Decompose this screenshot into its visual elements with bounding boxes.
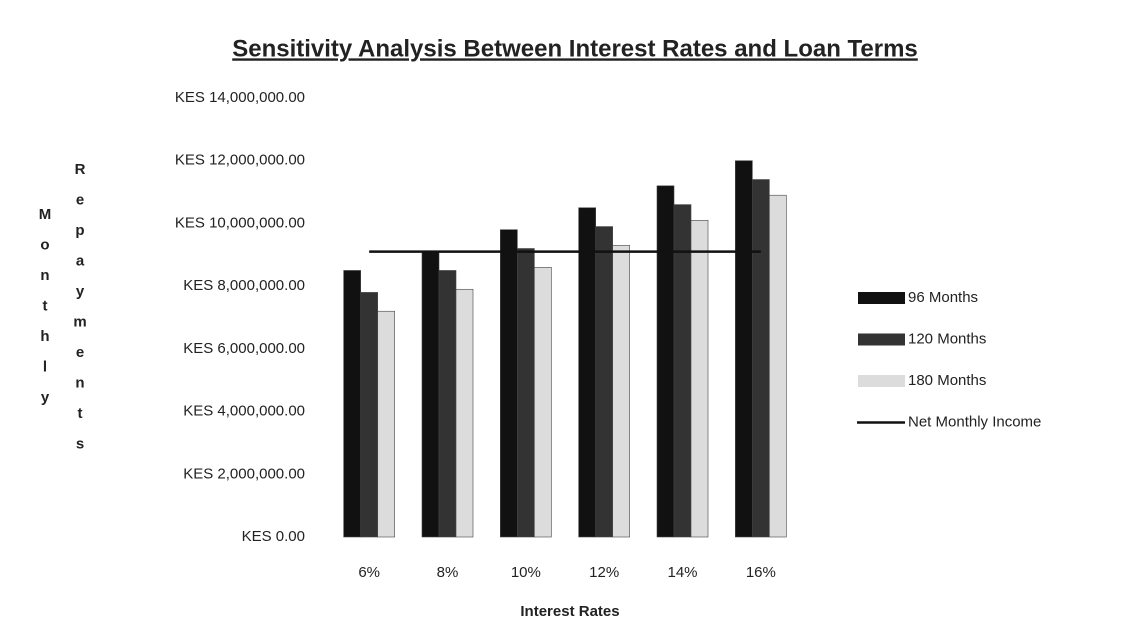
bar [377,310,395,538]
legend-label: Net Monthly Income [908,413,1041,430]
legend-swatch [858,292,905,304]
legend-label: 180 Months [908,372,986,389]
bar [656,185,675,538]
y-tick-label: KES 12,000,000.00 [175,152,305,169]
chart-title: Sensitivity Analysis Between Interest Ra… [232,35,918,62]
y-tick-label: KES 4,000,000.00 [183,403,305,420]
bar [595,226,613,538]
x-tick-label: 14% [667,564,697,581]
bar [517,248,535,538]
bar [769,194,787,538]
legend-swatch [858,375,905,387]
legend-label: 96 Months [908,289,978,306]
bar [612,245,630,538]
legend-label: 120 Months [908,330,986,347]
x-axis-label: Interest Rates [520,603,619,620]
bar [438,270,457,538]
x-tick-label: 12% [589,564,619,581]
y-tick-label: KES 10,000,000.00 [175,214,305,231]
bar [534,267,552,538]
bar [735,160,753,538]
x-tick-label: 8% [437,564,459,581]
x-tick-label: 16% [746,564,776,581]
bar [500,229,518,538]
x-tick-label: 6% [358,564,380,581]
bar [690,219,709,538]
bar [673,204,692,538]
bar [455,288,474,538]
bar [752,179,770,538]
y-tick-label: KES 6,000,000.00 [183,340,305,357]
y-tick-label: KES 0.00 [242,528,305,545]
bar [421,251,440,538]
y-tick-label: KES 2,000,000.00 [183,465,305,482]
x-tick-label: 10% [511,564,541,581]
bar [360,292,378,538]
bar [343,270,361,538]
y-tick-label: KES 14,000,000.00 [175,89,305,106]
legend-swatch [858,333,905,346]
bar [578,207,596,538]
y-tick-label: KES 8,000,000.00 [183,277,305,294]
